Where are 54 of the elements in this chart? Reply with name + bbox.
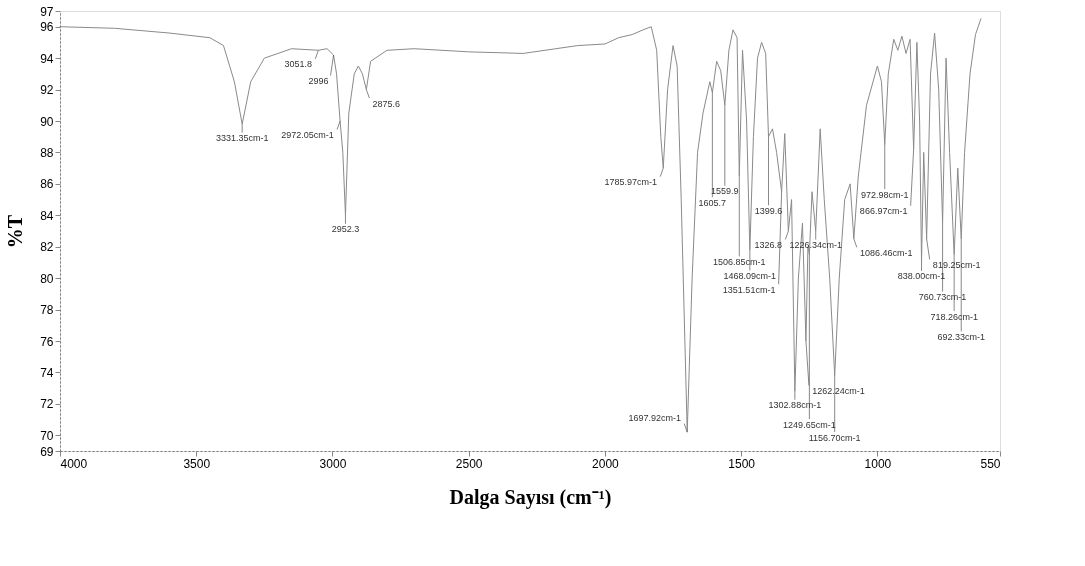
annotation: 1559.9	[711, 186, 739, 197]
annotation: 3051.8	[284, 59, 313, 70]
annotation: 972.98cm-1	[860, 189, 909, 200]
y-tick-label: 96	[40, 20, 54, 35]
x-tick-label: 1000	[864, 456, 892, 471]
y-tick-label: 76	[40, 334, 54, 349]
annotation: 1468.09cm-1	[723, 270, 777, 281]
annotation: 1086.46cm-1	[860, 247, 913, 258]
y-tick-label: 82	[40, 240, 54, 255]
annotation: 2972.05cm-1	[281, 130, 334, 140]
y-tick-label: 94	[40, 51, 54, 66]
y-tick-label: 90	[40, 114, 54, 129]
annotation: 1399.6	[754, 205, 783, 216]
x-tick-label: 4000	[60, 456, 88, 471]
annotation: 1697.92cm-1	[628, 413, 682, 424]
annotation: 718.26cm-1	[930, 311, 978, 322]
x-tick-label: 3500	[183, 456, 211, 471]
annotation: 838.00cm-1	[897, 271, 946, 282]
annotation: 2952.3	[331, 224, 360, 235]
annotation: 2875.6	[372, 98, 401, 109]
annotation: 1506.85cm-1	[713, 257, 766, 267]
y-tick-label: 74	[40, 365, 54, 380]
y-tick-label: 97	[40, 4, 54, 19]
x-axis-title: Dalga Sayısı (cm⁻¹)	[449, 485, 612, 509]
x-tick-label: 3000	[319, 456, 347, 471]
y-tick-label: 69	[40, 444, 54, 459]
x-tick-label: 1500	[728, 456, 756, 471]
annotation: 2996	[308, 76, 329, 86]
y-tick-label: 86	[40, 177, 54, 192]
annotation: 866.97cm-1	[859, 206, 908, 217]
y-tick-label: 72	[40, 397, 54, 412]
y-tick-label: 84	[40, 208, 54, 223]
y-tick-label: 78	[40, 303, 54, 318]
annotation: 692.33cm-1	[937, 331, 985, 342]
y-tick-label: 88	[40, 145, 54, 160]
annotation: 1302.88cm-1	[768, 400, 822, 411]
annotation: 1326.8	[754, 240, 783, 250]
annotation: 760.73cm-1	[918, 292, 967, 303]
annotation: 3331.35cm-1	[215, 133, 269, 144]
annotation: 1249.65cm-1	[783, 419, 836, 430]
x-tick-label: 2500	[455, 456, 483, 471]
y-tick-label: 70	[40, 428, 54, 443]
annotation: 1156.70cm-1	[808, 432, 861, 443]
annotation: 1262.24cm-1	[812, 386, 865, 396]
annotation: 1785.97cm-1	[604, 177, 658, 188]
y-tick-label: 80	[40, 271, 54, 286]
y-axis-title: %T	[4, 214, 27, 249]
y-tick-label: 92	[40, 83, 54, 98]
x-tick-label: 550	[980, 456, 1001, 471]
annotation: 819.25cm-1	[932, 259, 981, 270]
x-tick-label: 2000	[592, 456, 620, 471]
annotation: 1351.51cm-1	[722, 284, 776, 295]
annotation: 1226.34cm-1	[789, 240, 842, 250]
annotation: 1605.7	[698, 197, 727, 208]
